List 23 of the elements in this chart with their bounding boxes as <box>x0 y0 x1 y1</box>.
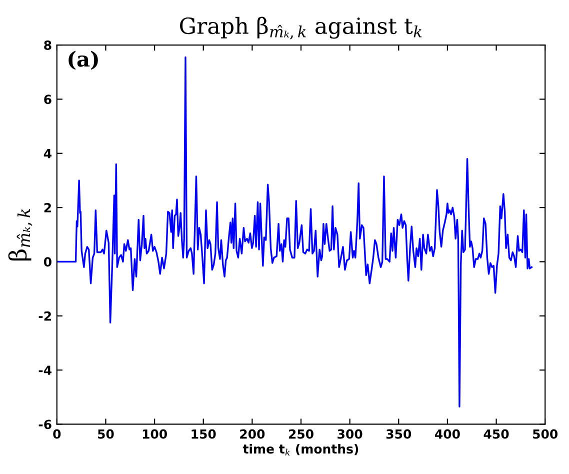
x-tick-label: 100 <box>142 429 167 439</box>
x-tick-label: 400 <box>434 429 460 439</box>
y-tick-label: 4 <box>44 149 52 158</box>
x-tick-label: 500 <box>533 429 558 439</box>
x-tick-label: 250 <box>288 429 314 439</box>
y-axis-title: β$_{m̂ₖ,k}$ <box>8 208 32 261</box>
annotation: (a) <box>68 50 98 70</box>
x-axis-title: time t$_{k}$ (months) <box>242 444 358 456</box>
y-tick-label: 8 <box>44 40 52 50</box>
y-tick-label: -6 <box>38 420 52 430</box>
y-tick-label: -2 <box>38 311 51 321</box>
x-tick-label: 350 <box>386 429 412 439</box>
chart-title: Graph β$_{m̂ₖ,k}$ against t$_{k}$ <box>180 16 422 40</box>
y-tick-label: -4 <box>38 366 52 375</box>
y-tick-label: 0 <box>44 257 52 267</box>
x-tick-label: 0 <box>53 429 61 439</box>
x-tick-label: 450 <box>484 429 509 439</box>
x-tick-label: 150 <box>192 429 216 439</box>
y-tick-label: 6 <box>44 94 52 104</box>
x-tick-label: 50 <box>98 429 114 439</box>
y-tick-label: 2 <box>44 203 51 212</box>
x-tick-label: 300 <box>338 429 362 439</box>
x-tick-label: 200 <box>240 429 265 439</box>
